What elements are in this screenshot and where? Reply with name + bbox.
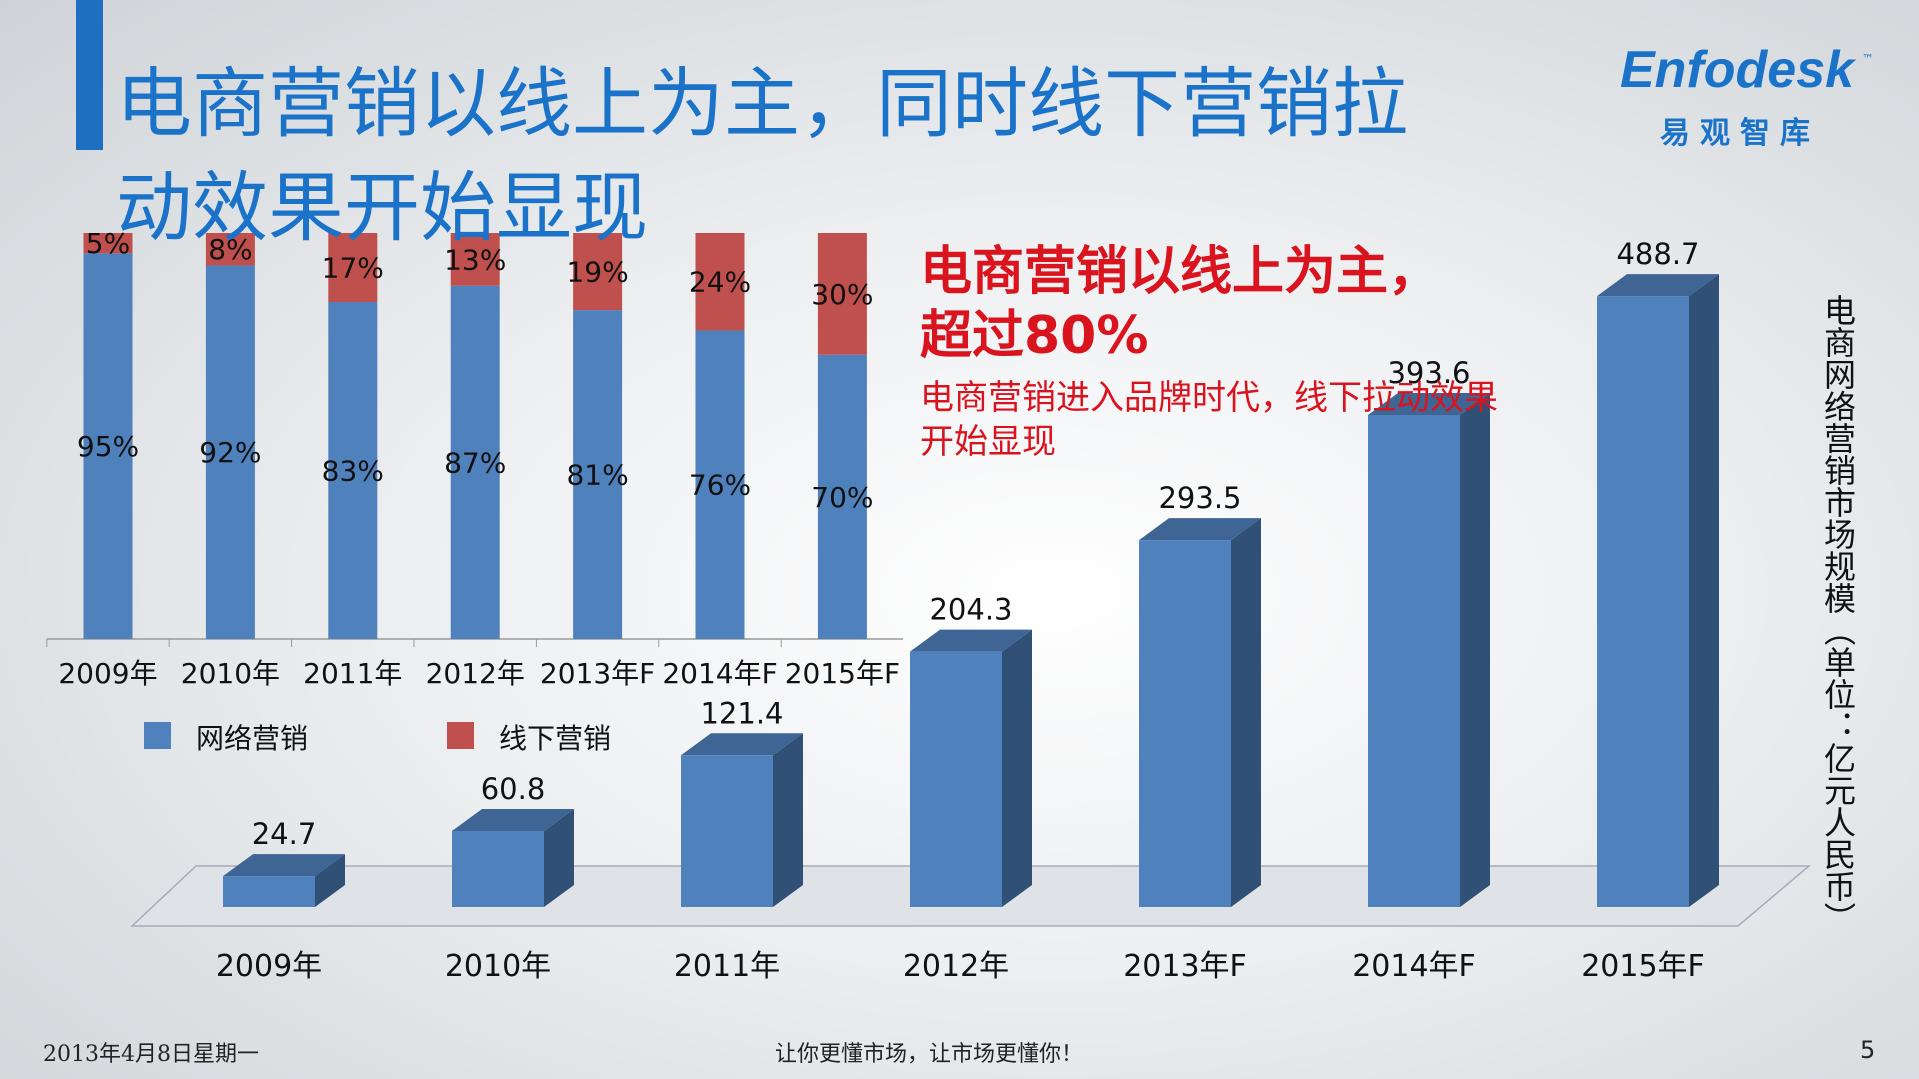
legend-swatch: [447, 722, 474, 749]
bar: [910, 651, 1002, 907]
x-tick-label: 2013年F: [1123, 949, 1247, 984]
data-label: 24%: [689, 266, 751, 299]
data-label: 30%: [811, 278, 873, 311]
bar: [223, 876, 315, 907]
data-label: 76%: [689, 469, 751, 502]
bar-segment: [695, 233, 745, 331]
data-label: 13%: [444, 243, 506, 276]
y-axis-label: 电商网络营销市场规模（单位：亿元人民币）: [1819, 294, 1857, 934]
bar: [1139, 540, 1231, 907]
page-number: 5: [1860, 1036, 1876, 1064]
x-tick-label: 2009年: [216, 949, 322, 984]
slide-title: 电商营销以线上为主，同时线下营销拉动效果开始显现: [116, 59, 1408, 252]
bar-segment: [83, 253, 133, 640]
data-label: 8%: [208, 233, 252, 266]
data-label: 393.6: [1387, 356, 1470, 390]
bar-segment: [817, 354, 867, 639]
bar-top: [681, 733, 803, 756]
data-label: 83%: [322, 455, 384, 488]
data-label: 81%: [566, 459, 628, 492]
bar-top: [223, 854, 345, 877]
bar-top: [1597, 274, 1719, 297]
x-tick-label: 2012年: [903, 949, 1009, 984]
bar: [1368, 415, 1460, 907]
x-tick-label: 2011年: [674, 949, 780, 984]
x-tick-label: 2014年F: [662, 657, 777, 690]
footer-slogan: 让你更懂市场，让市场更懂你！: [775, 1042, 1084, 1067]
bar-segment: [83, 233, 133, 254]
legend-swatch: [144, 722, 171, 749]
footer-date: 2013年4月8日星期一: [43, 1042, 259, 1067]
bar-segment: [695, 330, 745, 639]
bar-segment: [817, 233, 867, 355]
logo-subtitle: 易观智库: [1660, 116, 1820, 151]
x-tick-label: 2013年F: [540, 657, 655, 690]
bar: [452, 831, 544, 907]
data-label: 60.8: [481, 772, 546, 806]
bar-side: [315, 854, 345, 907]
legend-label: 线下营销: [499, 722, 611, 755]
x-tick-label: 2010年: [445, 949, 551, 984]
bar-segment: [450, 285, 500, 639]
data-label: 24.7: [252, 817, 317, 851]
bar-top: [452, 809, 574, 831]
x-tick-label: 2009年: [58, 657, 157, 690]
data-label: 92%: [199, 436, 261, 469]
bar-side: [1689, 274, 1719, 907]
data-label: 70%: [811, 481, 873, 514]
bar-top: [910, 629, 1032, 652]
bar: [681, 755, 773, 907]
bar-side: [1002, 629, 1032, 907]
annotation: 电商营销进入品牌时代，线下拉动效果开始显现: [920, 378, 1498, 462]
bar-side: [1231, 518, 1261, 907]
data-label: 293.5: [1158, 481, 1241, 515]
data-label: 87%: [444, 446, 506, 479]
bar-segment: [450, 233, 500, 286]
logo: Enfodesk: [1620, 41, 1855, 99]
bar-segment: [573, 310, 623, 639]
x-tick-label: 2015年F: [785, 657, 900, 690]
bar-side: [544, 809, 574, 907]
legend-label: 网络营销: [196, 722, 308, 755]
accent-bar: [76, 0, 103, 150]
bar: [1597, 296, 1689, 907]
bar-segment: [328, 302, 378, 639]
logo-tm: ™: [1862, 52, 1874, 66]
bar-segment: [328, 233, 378, 303]
data-label: 488.7: [1616, 237, 1699, 271]
data-label: 204.3: [929, 593, 1012, 627]
x-tick-label: 2010年: [181, 657, 280, 690]
data-label: 121.4: [700, 696, 783, 730]
annotation: 电商营销以线上为主，超过80%: [920, 242, 1441, 366]
bar-segment: [205, 265, 255, 639]
bar-side: [773, 733, 803, 907]
data-label: 19%: [566, 256, 628, 289]
x-tick-label: 2012年: [426, 657, 525, 690]
x-tick-label: 2011年: [303, 657, 402, 690]
bar-segment: [573, 233, 623, 311]
data-label: 5%: [86, 227, 130, 260]
bar-side: [1460, 393, 1490, 907]
x-tick-label: 2014年F: [1352, 949, 1476, 984]
x-tick-label: 2015年F: [1581, 949, 1705, 984]
data-label: 95%: [77, 430, 139, 463]
bar-top: [1368, 393, 1490, 415]
data-label: 17%: [322, 252, 384, 285]
bar-segment: [205, 233, 255, 266]
bar-top: [1139, 518, 1261, 541]
